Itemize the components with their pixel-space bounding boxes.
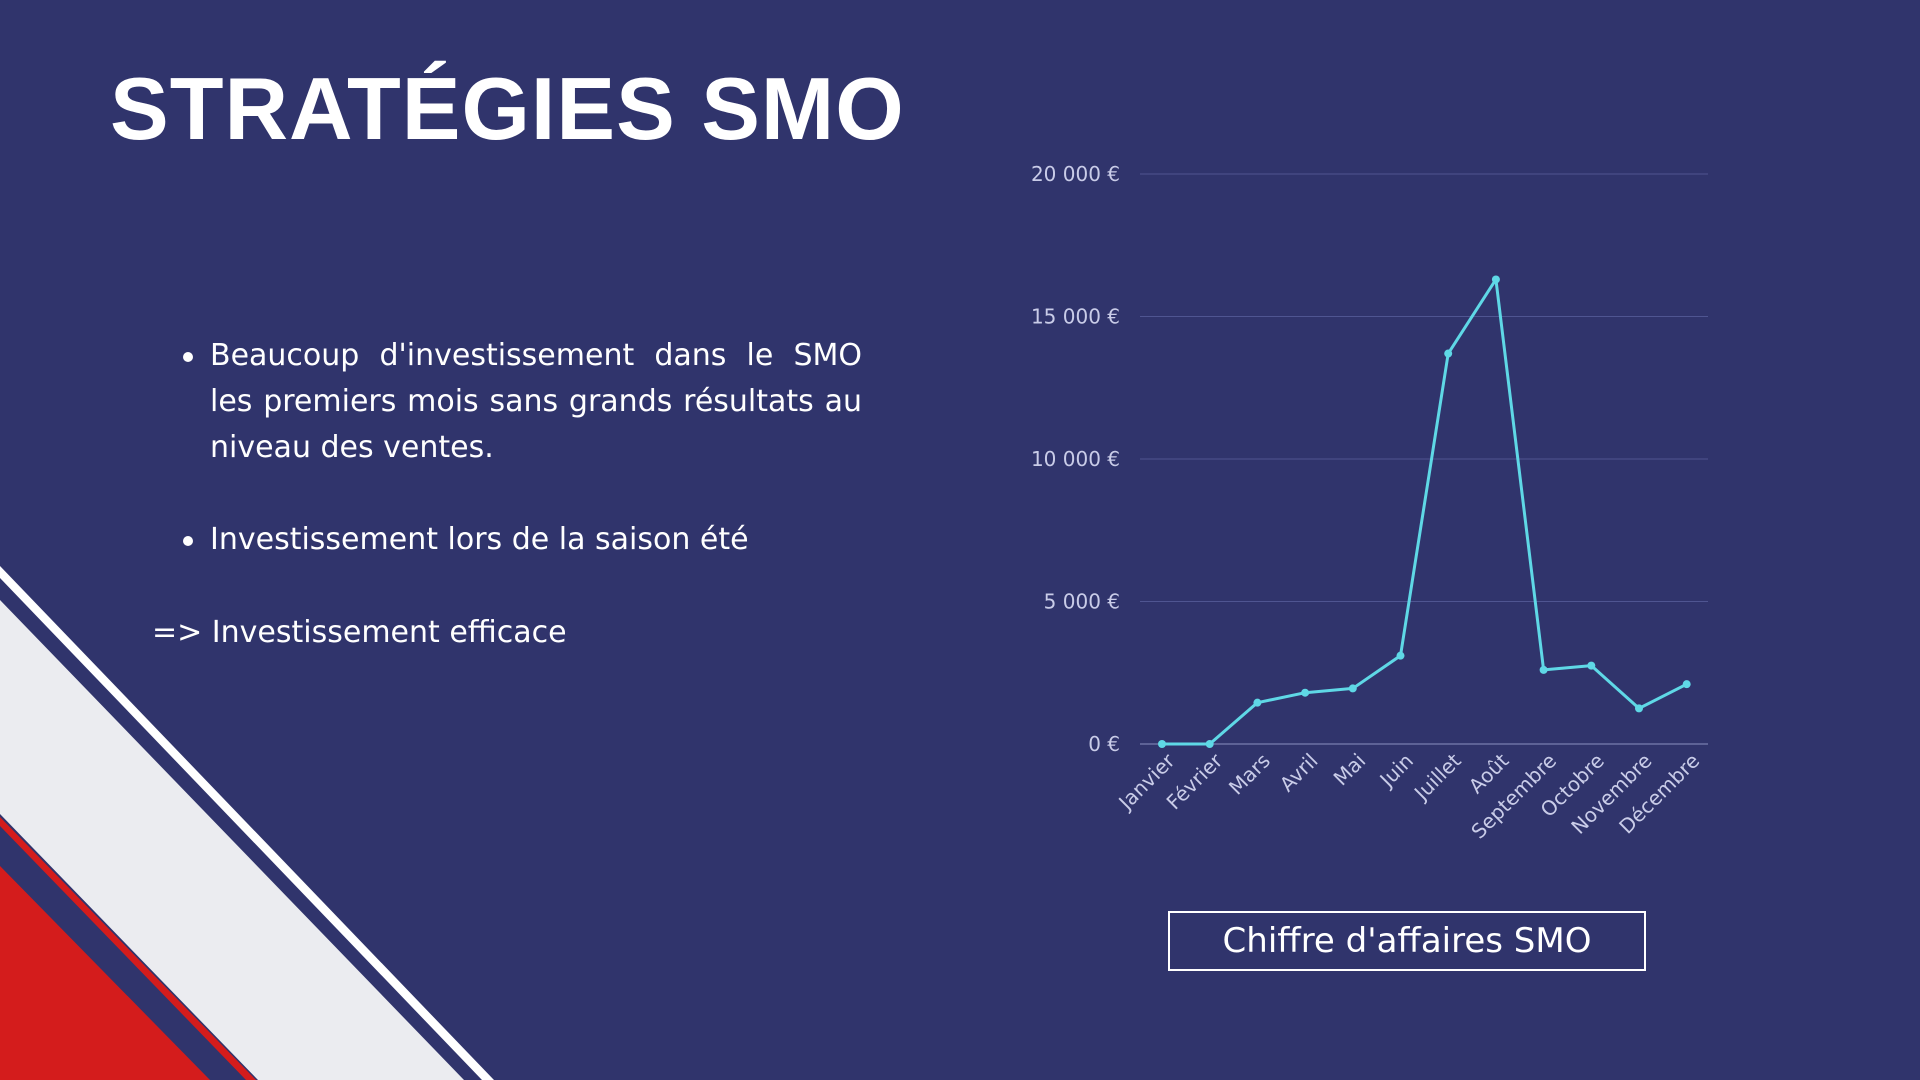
data-point-7: [1491, 275, 1500, 284]
legend-series-label: Chiffre d'affaires SMO: [1222, 921, 1592, 961]
chart-y-ticks: 0 € 5 000 € 10 000 € 15 000 € 20 000 €: [1031, 162, 1120, 756]
y-tick-label-1: 5 000 €: [1044, 590, 1120, 614]
decorative-stripes: [0, 566, 494, 1080]
data-point-0: [1158, 740, 1166, 748]
chart-series: [1158, 275, 1691, 748]
slide-title: STRATÉGIES SMO: [110, 59, 905, 158]
y-tick-label-3: 15 000 €: [1031, 305, 1120, 329]
bullet-item-2: Investissement lors de la saison été: [183, 517, 862, 563]
bullet-list: Beaucoup d'investissement dans le SMO le…: [170, 333, 862, 609]
conclusion-text: => Investissement efficace: [152, 615, 567, 650]
bullet-item-1: Beaucoup d'investissement dans le SMO le…: [183, 333, 862, 471]
x-tick-label-4: Mai: [1329, 749, 1371, 791]
red-stripe-line: [0, 817, 256, 1080]
series-line: [1162, 277, 1688, 746]
data-point-1: [1205, 740, 1214, 748]
data-point-5: [1396, 651, 1405, 660]
x-tick-label-3: Avril: [1275, 749, 1323, 797]
red-triangle: [0, 866, 210, 1080]
data-point-11: [1682, 680, 1691, 689]
y-tick-label-2: 10 000 €: [1031, 447, 1120, 471]
white-stripe-line: [0, 566, 494, 1080]
data-point-3: [1301, 688, 1310, 697]
data-point-4: [1348, 684, 1357, 693]
x-tick-label-2: Mars: [1224, 749, 1275, 800]
data-point-10: [1635, 704, 1643, 713]
chart-gridlines: [1140, 173, 1708, 745]
y-tick-label-4: 20 000 €: [1031, 162, 1120, 186]
x-tick-label-6: Juillet: [1408, 748, 1466, 806]
y-tick-label-0: 0 €: [1088, 732, 1120, 756]
data-point-6: [1444, 349, 1453, 358]
light-stripe-band: [0, 600, 464, 1080]
data-point-8: [1539, 665, 1548, 674]
data-point-9: [1587, 661, 1596, 670]
chart-legend: Chiffre d'affaires SMO: [1168, 911, 1646, 971]
data-point-2: [1253, 698, 1262, 707]
